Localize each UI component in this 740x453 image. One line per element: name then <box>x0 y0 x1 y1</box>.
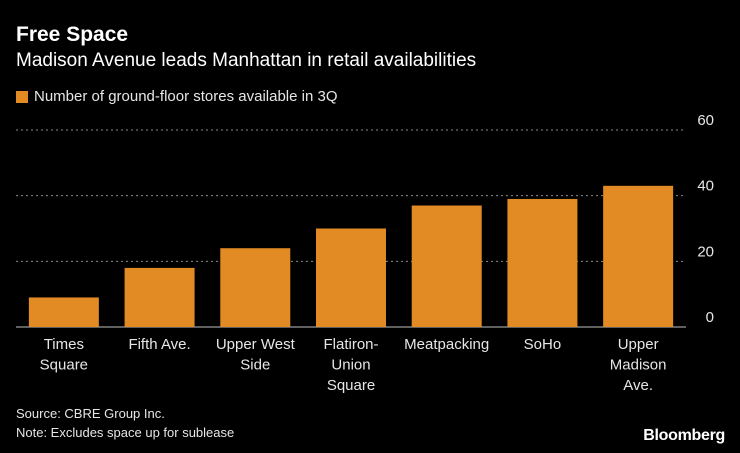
x-axis-labels: Times Square Fifth Ave. Upper West Side Flati… <box>40 336 667 394</box>
y-tick-label: 60 <box>697 112 714 129</box>
x-tick-label: Flatiron-Union Square <box>323 336 378 394</box>
bar <box>220 248 291 327</box>
bar <box>507 198 578 327</box>
x-tick-label: Upper West Side <box>216 336 296 374</box>
y-tick-label: 0 <box>706 309 714 326</box>
y-tick-label: 40 <box>697 178 714 195</box>
bar <box>603 185 674 327</box>
chart-subtitle: Madison Avenue leads Manhattan in retail… <box>16 50 477 71</box>
bloomberg-logo: Bloomberg <box>643 427 725 444</box>
legend-label: Number of ground-floor stores available … <box>34 88 338 105</box>
x-tick-label: Meatpacking <box>404 336 489 353</box>
x-tick-label: Fifth Ave. <box>128 336 190 353</box>
y-tick-label: 20 <box>697 243 714 260</box>
exclusion-note: Note: Excludes space up for sublease <box>16 425 235 440</box>
bar <box>411 205 482 327</box>
x-tick-label: Times Square <box>40 336 88 374</box>
x-tick-label: Upper Madison Ave. <box>610 336 667 394</box>
y-axis-ticks: 0 20 40 60 <box>697 112 714 326</box>
legend-swatch <box>16 91 28 103</box>
chart-title: Free Space <box>16 23 129 46</box>
bar <box>124 267 195 327</box>
source-note: Source: CBRE Group Inc. <box>16 406 165 421</box>
x-tick-label: SoHo <box>524 336 562 353</box>
bars <box>28 185 674 327</box>
bar <box>28 297 99 327</box>
legend: Number of ground-floor stores available … <box>16 87 338 107</box>
bar <box>316 228 386 327</box>
